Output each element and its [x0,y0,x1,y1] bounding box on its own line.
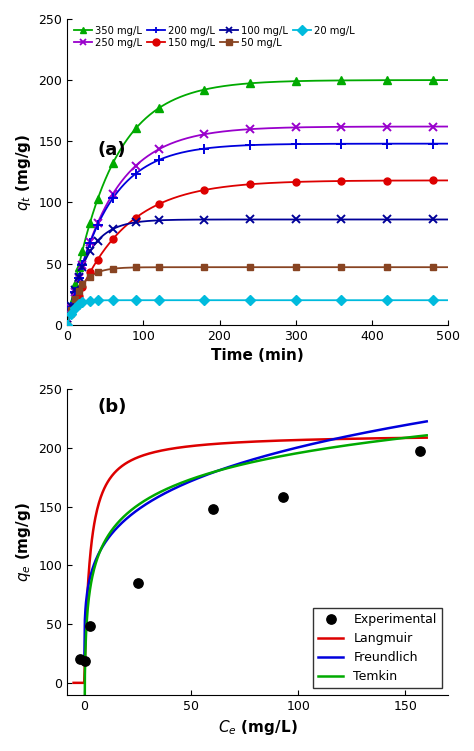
Langmuir [162,445,167,454]
Langmuir [133,454,139,463]
X-axis label: $C_e$ (mg/L): $C_e$ (mg/L) [218,718,298,737]
Langmuir [230,438,236,447]
Freundlich [170,485,175,494]
Freundlich [339,433,345,442]
Freundlich [310,439,316,448]
Freundlich [283,446,289,455]
Freundlich [424,417,429,426]
Temkin [310,446,316,455]
Text: (b): (b) [98,398,127,416]
Langmuir [337,435,342,444]
Experimental [76,653,84,665]
Freundlich [82,660,87,669]
Experimental [280,491,287,503]
Temkin [237,460,242,469]
Experimental [417,445,424,457]
Freundlich [142,500,148,509]
Temkin [142,496,148,505]
Temkin [339,442,345,451]
Experimental [134,577,142,589]
Legend: Experimental, Langmuir, Freundlich, Temkin: Experimental, Langmuir, Freundlich, Temk… [313,608,442,689]
Experimental [209,503,217,515]
Langmuir [307,435,312,444]
Temkin [283,451,289,460]
Line: Temkin: Temkin [84,436,427,751]
Langmuir [424,433,429,442]
Line: Langmuir: Langmuir [73,438,427,683]
Langmuir [71,678,76,687]
Temkin [170,482,175,491]
Langmuir [279,436,284,445]
Y-axis label: $q_e$ (mg/g): $q_e$ (mg/g) [14,502,33,582]
Experimental [82,655,89,667]
Experimental [86,620,93,632]
Y-axis label: $q_t$ (mg/g): $q_t$ (mg/g) [14,133,33,210]
X-axis label: Time (min): Time (min) [211,348,304,363]
Temkin [424,431,429,440]
Text: (a): (a) [98,141,126,159]
Freundlich [237,459,242,468]
Legend: 350 mg/L, 250 mg/L, 200 mg/L, 150 mg/L, 100 mg/L, 50 mg/L, 20 mg/L: 350 mg/L, 250 mg/L, 200 mg/L, 150 mg/L, … [72,24,356,50]
Line: Freundlich: Freundlich [84,421,427,665]
